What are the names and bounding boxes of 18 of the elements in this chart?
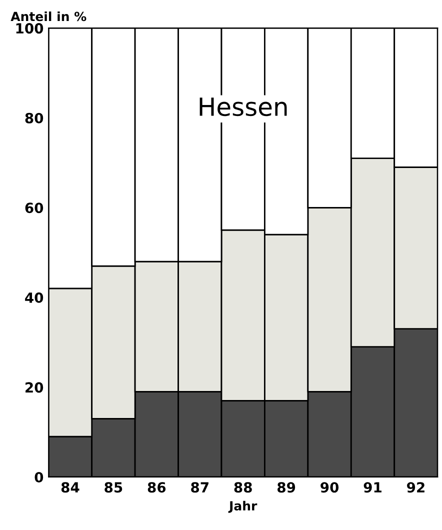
y-tick-label: 60 bbox=[25, 202, 44, 214]
x-tick-label: 92 bbox=[407, 482, 424, 493]
y-axis-title: Anteil in % bbox=[10, 12, 86, 22]
y-tick-label: 20 bbox=[26, 382, 44, 393]
x-axis-title: Jahr bbox=[228, 500, 258, 513]
annotation: Hessen bbox=[200, 98, 287, 116]
x-tick-label: 88 bbox=[234, 482, 252, 493]
y-tick-label: 40 bbox=[25, 292, 44, 303]
x-tick-label: 89 bbox=[278, 482, 296, 493]
x-tick-label: 87 bbox=[191, 482, 208, 493]
x-tick-label: 84 bbox=[61, 482, 80, 493]
x-tick-label: 86 bbox=[148, 482, 166, 493]
y-tick-label: 100 bbox=[16, 23, 44, 34]
y-tick-label: 80 bbox=[25, 112, 44, 124]
y-tick-label: 0 bbox=[34, 472, 44, 482]
x-tick-label: 85 bbox=[104, 482, 122, 493]
x-tick-label: 91 bbox=[364, 482, 382, 493]
x-tick-label: 90 bbox=[320, 482, 339, 493]
